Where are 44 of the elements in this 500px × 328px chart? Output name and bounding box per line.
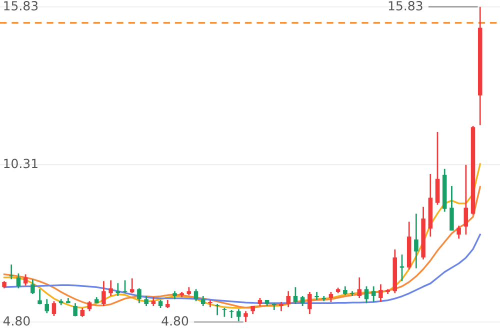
candlestick [293,286,298,305]
y-tick-label: 15.83 [4,1,38,10]
candlestick [108,280,113,297]
candlestick [130,278,134,294]
candlestick [102,280,106,307]
candlestick [16,272,21,289]
candlestick [44,298,50,314]
candlestick [200,295,206,307]
candlestick [286,290,290,308]
candlestick [314,291,319,301]
candlestick [464,164,468,236]
y-tick-label: 4.80 [3,316,30,326]
candlestick [371,286,376,303]
candlestick [122,280,128,294]
candlestick [364,286,369,304]
candlestick [52,300,56,317]
candlestick [38,288,42,305]
candlestick [357,276,362,299]
candlestick [116,282,120,297]
candlestick [236,308,241,322]
annotation: 4.80 [162,316,188,326]
candlestick [73,302,78,317]
y-tick-label: 10.31 [4,158,38,168]
candlestick [435,131,440,206]
candlestick [9,264,14,280]
candlestick [23,274,28,286]
candlestick [414,213,418,269]
annotation: 15.83 [388,1,422,10]
candlestick [208,299,212,308]
candlestick [279,301,284,312]
candlestick [308,291,312,315]
candlestick [328,291,334,303]
candlestick [456,225,461,240]
candlestick [450,185,454,232]
candlestick [194,288,198,302]
candlestick [300,295,305,307]
candlestick [222,307,227,318]
candlestick [144,295,148,307]
candlestick [137,288,142,304]
candlestick [244,310,248,323]
candlestick [272,302,276,311]
candlestick [30,278,35,295]
candlestick [215,303,220,316]
candlestick [378,284,383,303]
